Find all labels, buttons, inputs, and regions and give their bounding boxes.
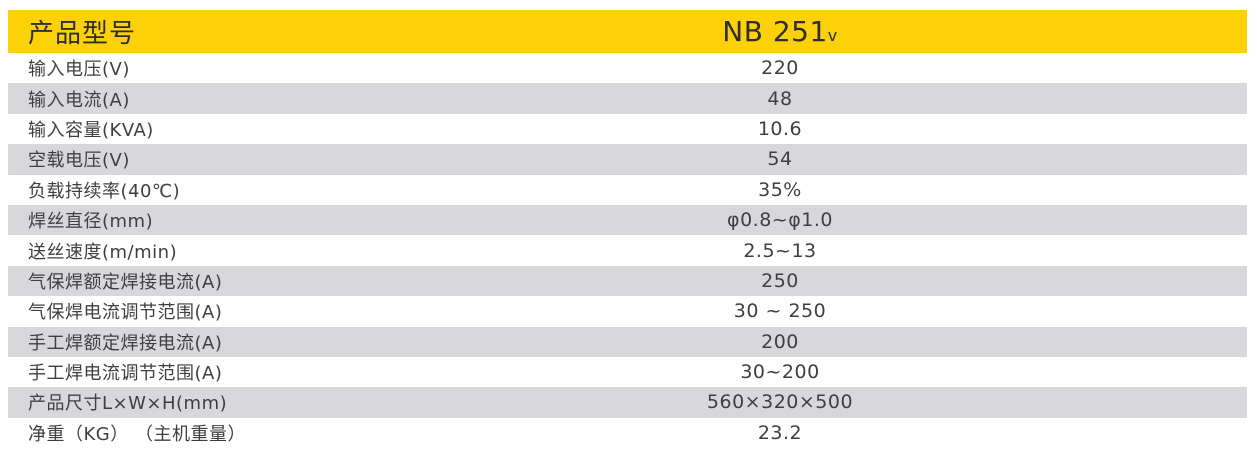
spec-row: 输入电压(V) 220 [8,53,1247,84]
spec-value: 200 [761,330,799,353]
spec-table-header-row: 产品型号 NB 251v [8,10,1247,53]
spec-rows: 输入电压(V) 220 输入电流(A) 48 输入容量(KVA) 10.6 空载… [8,53,1247,449]
spec-label: 气保焊额定焊接电流(A) [28,271,223,293]
spec-value: 560×320×500 [706,391,854,414]
spec-label: 气保焊电流调节范围(A) [28,302,223,324]
spec-row: 产品尺寸L×W×H(mm) 560×320×500 [8,387,1247,418]
spec-label: 输入容量(KVA) [28,119,154,141]
header-model-value: NB 251v [622,15,938,48]
spec-label: 手工焊电流调节范围(A) [28,363,223,385]
spec-value: 23.2 [757,421,803,444]
spec-value: 30 ~ 250 [733,300,827,323]
spec-row: 送丝速度(m/min) 2.5~13 [8,235,1247,266]
spec-value: 35% [758,178,802,201]
spec-value: φ0.8~φ1.0 [727,209,833,232]
spec-value: 48 [767,87,793,110]
spec-row: 气保焊电流调节范围(A) 30 ~ 250 [8,296,1247,327]
spec-value: 10.6 [757,117,803,140]
spec-label: 焊丝直径(mm) [28,211,154,233]
model-suffix: v [827,26,838,45]
spec-label: 输入电流(A) [28,89,130,111]
spec-row: 输入容量(KVA) 10.6 [8,113,1247,145]
spec-label: 负载持续率(40℃) [28,180,181,202]
spec-row: 输入电流(A) 48 [8,83,1247,114]
spec-value: 220 [761,57,799,80]
spec-value: 2.5~13 [743,239,817,262]
spec-table: 产品型号 NB 251v 输入电压(V) 220 输入电流(A) 48 输入容量… [8,10,1247,449]
spec-label: 送丝速度(m/min) [28,241,178,263]
spec-row: 手工焊额定焊接电流(A) 200 [8,326,1247,357]
spec-row: 手工焊电流调节范围(A) 30~200 [8,356,1247,388]
model-name: NB 251 [722,15,828,48]
spec-row: 空载电压(V) 54 [8,144,1247,175]
spec-value: 250 [761,269,799,292]
spec-value: 30~200 [740,361,820,384]
spec-label: 空载电压(V) [28,150,130,172]
spec-row: 气保焊额定焊接电流(A) 250 [8,265,1247,297]
header-product-model-label: 产品型号 [28,19,137,49]
spec-row: 焊丝直径(mm) φ0.8~φ1.0 [8,204,1247,236]
spec-value: 54 [767,148,793,171]
spec-label: 输入电压(V) [28,59,130,81]
spec-label: 净重（KG） （主机重量） [28,423,246,445]
spec-label: 产品尺寸L×W×H(mm) [28,393,228,415]
spec-label: 手工焊额定焊接电流(A) [28,332,223,354]
spec-row: 负载持续率(40℃) 35% [8,174,1247,205]
spec-row: 净重（KG） （主机重量） 23.2 [8,417,1247,449]
